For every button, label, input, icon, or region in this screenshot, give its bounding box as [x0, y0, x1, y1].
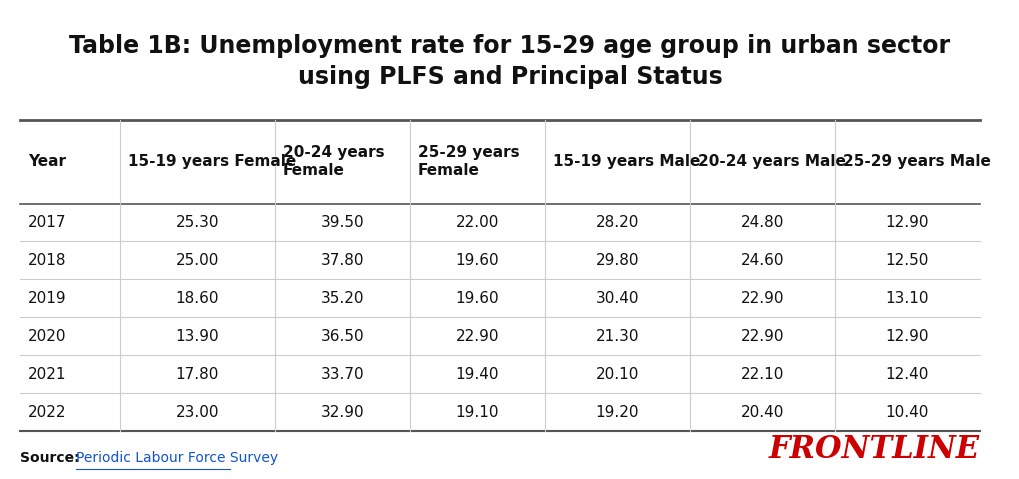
- Text: 24.80: 24.80: [740, 215, 783, 230]
- Text: 12.90: 12.90: [884, 329, 928, 344]
- Text: 19.20: 19.20: [595, 405, 638, 420]
- Text: 2019: 2019: [28, 291, 66, 306]
- Text: Source:: Source:: [19, 451, 85, 465]
- Text: 21.30: 21.30: [595, 329, 638, 344]
- Text: 24.60: 24.60: [740, 253, 784, 268]
- Text: 28.20: 28.20: [595, 215, 638, 230]
- Text: 29.80: 29.80: [595, 253, 638, 268]
- Text: 20.10: 20.10: [595, 367, 638, 382]
- Text: 36.50: 36.50: [320, 329, 364, 344]
- Text: 13.90: 13.90: [175, 329, 219, 344]
- Text: Periodic Labour Force Survey: Periodic Labour Force Survey: [76, 451, 278, 465]
- Text: 19.40: 19.40: [455, 367, 498, 382]
- Text: 22.90: 22.90: [455, 329, 498, 344]
- Text: 20-24 years
Female: 20-24 years Female: [282, 145, 384, 179]
- Text: Table 1B: Unemployment rate for 15-29 age group in urban sector
using PLFS and P: Table 1B: Unemployment rate for 15-29 ag…: [69, 34, 950, 89]
- Text: 23.00: 23.00: [175, 405, 219, 420]
- Text: 25-29 years
Female: 25-29 years Female: [417, 145, 519, 179]
- Text: 32.90: 32.90: [320, 405, 364, 420]
- Text: 22.00: 22.00: [455, 215, 498, 230]
- Text: 2021: 2021: [28, 367, 66, 382]
- Text: 15-19 years Male: 15-19 years Male: [552, 154, 699, 169]
- Text: 20.40: 20.40: [740, 405, 783, 420]
- Text: 10.40: 10.40: [884, 405, 928, 420]
- Text: 2020: 2020: [28, 329, 66, 344]
- Text: 12.90: 12.90: [884, 215, 928, 230]
- Text: 22.90: 22.90: [740, 291, 784, 306]
- Text: 22.90: 22.90: [740, 329, 784, 344]
- Text: 19.60: 19.60: [454, 291, 498, 306]
- Text: 2022: 2022: [28, 405, 66, 420]
- Text: 17.80: 17.80: [175, 367, 219, 382]
- Text: 18.60: 18.60: [175, 291, 219, 306]
- Text: 39.50: 39.50: [320, 215, 364, 230]
- Text: 19.60: 19.60: [454, 253, 498, 268]
- Text: 2018: 2018: [28, 253, 66, 268]
- Text: 30.40: 30.40: [595, 291, 638, 306]
- Text: 22.10: 22.10: [740, 367, 783, 382]
- Text: 20-24 years Male: 20-24 years Male: [697, 154, 845, 169]
- Text: 13.10: 13.10: [884, 291, 928, 306]
- Text: 35.20: 35.20: [320, 291, 364, 306]
- Text: Year: Year: [28, 154, 65, 169]
- Text: FRONTLINE: FRONTLINE: [767, 433, 978, 465]
- Text: 33.70: 33.70: [320, 367, 364, 382]
- Text: 15-19 years Female: 15-19 years Female: [127, 154, 296, 169]
- Text: 37.80: 37.80: [320, 253, 364, 268]
- Text: 12.40: 12.40: [884, 367, 928, 382]
- Text: 19.10: 19.10: [455, 405, 498, 420]
- Text: 25-29 years Male: 25-29 years Male: [842, 154, 989, 169]
- Text: 12.50: 12.50: [884, 253, 928, 268]
- Text: 25.30: 25.30: [175, 215, 219, 230]
- Text: 25.00: 25.00: [175, 253, 219, 268]
- Text: 2017: 2017: [28, 215, 66, 230]
